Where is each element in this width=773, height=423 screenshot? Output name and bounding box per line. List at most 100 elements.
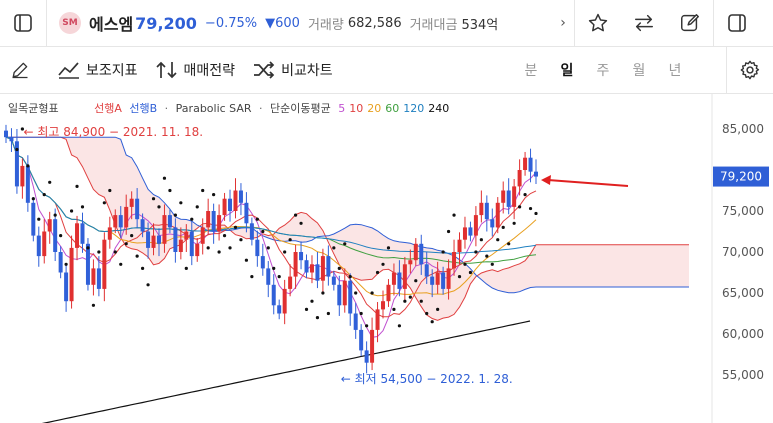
sar-dot [80, 205, 85, 209]
edit-button[interactable] [667, 0, 713, 46]
legend-ma-60: 60 [385, 102, 400, 115]
candle-body [408, 260, 413, 265]
sar-dot [217, 250, 221, 254]
candle-body [206, 211, 211, 228]
candle-body [452, 252, 457, 269]
sar-dot [490, 262, 494, 266]
sar-dot [359, 311, 363, 316]
sar-dot [26, 164, 30, 168]
candle-body [85, 243, 90, 285]
candle-body [331, 276, 336, 285]
volume-value: 682,586 [347, 15, 402, 31]
sar-dot [195, 205, 199, 209]
stock-header: SM 에스엠 79,200 −0.75% ▼600 거래량 682,586 거래… [0, 0, 773, 47]
sar-dot [162, 176, 167, 180]
candle-body [211, 211, 216, 232]
side-panel-icon [728, 14, 746, 32]
sar-dot [436, 307, 440, 311]
candle-body [430, 276, 435, 285]
sar-dot [326, 311, 330, 316]
candle-body [173, 227, 178, 252]
candle-body [446, 268, 451, 289]
candle-body [80, 223, 85, 244]
more-info-button[interactable]: › [552, 15, 574, 31]
period-minute[interactable]: 분 [524, 63, 538, 79]
candle-body [435, 272, 440, 285]
candle-body [397, 272, 402, 289]
sar-dot [173, 213, 177, 217]
stock-name[interactable]: 에스엠 [89, 15, 134, 34]
candle-body [156, 235, 161, 244]
period-day[interactable]: 일 [560, 63, 574, 79]
legend-ma-10: 10 [349, 102, 364, 115]
y-tick-label: 65,000 [722, 286, 764, 300]
sar-dot [135, 254, 139, 258]
sar-dot [414, 279, 418, 283]
sar-dot [528, 206, 533, 211]
sar-dot [102, 201, 106, 205]
candle-body [255, 239, 260, 257]
sar-dot [518, 205, 522, 209]
candle-body [473, 215, 478, 236]
favorite-button[interactable] [575, 0, 621, 46]
sar-dot [381, 262, 385, 266]
low-annotation: ← 최저 54,500 − 2022. 1. 28. [341, 372, 513, 386]
candle-body [386, 284, 391, 302]
strategy-label: 매매전략 [183, 63, 236, 79]
sar-dot [501, 225, 505, 229]
candle-body [146, 231, 151, 248]
candle-body [517, 170, 522, 187]
candle-body [260, 256, 265, 269]
candle-body [195, 243, 200, 257]
candle-body [271, 284, 276, 306]
pencil-icon [12, 62, 28, 79]
candle-body [36, 235, 41, 257]
chart-settings-button[interactable] [726, 47, 773, 93]
candle-body [4, 130, 8, 138]
sar-dot [168, 188, 172, 193]
candle-body [113, 215, 118, 228]
candle-body [304, 260, 309, 273]
candle-body [348, 280, 353, 314]
candle-body [534, 171, 538, 177]
compare-button[interactable]: 비교차트 [253, 60, 333, 80]
candle-body [9, 137, 14, 142]
swap-arrows-icon [635, 14, 653, 32]
candle-body [266, 268, 271, 285]
panel-toggle-button[interactable] [714, 0, 760, 46]
strategy-button[interactable]: 매매전략 [155, 60, 236, 80]
price-chart[interactable]: 55,000 60,000 65,000 70,000 75,000 85,000 79,2… [0, 94, 773, 423]
y-tick-label: 70,000 [722, 245, 764, 259]
candle-body [222, 198, 227, 216]
sar-dot [293, 213, 298, 217]
candle-body [342, 280, 347, 306]
sar-dot [119, 262, 123, 266]
sar-dot [419, 299, 423, 303]
candle-body [25, 165, 30, 203]
sar-dot [304, 307, 309, 311]
span-a-line [6, 136, 689, 321]
candle-body [140, 219, 145, 232]
chevron-right-icon: › [560, 15, 566, 31]
trade-amount-label: 거래대금 [409, 17, 458, 33]
sar-dot [31, 197, 35, 201]
y-tick-label: 85,000 [722, 122, 764, 136]
period-month[interactable]: 월 [632, 63, 646, 79]
period-year[interactable]: 년 [668, 63, 682, 79]
sar-dot [288, 238, 292, 242]
candle-body [528, 157, 533, 172]
period-week[interactable]: 주 [596, 63, 610, 79]
indicators-button[interactable]: 보조지표 [58, 60, 138, 80]
swap-button[interactable] [621, 0, 667, 46]
sar-dot [272, 266, 276, 270]
sar-dot [151, 197, 156, 201]
candle-body [20, 165, 25, 187]
candle-body [293, 252, 298, 277]
candle-body [75, 223, 80, 248]
stock-logo: SM [59, 12, 81, 34]
candle-body [381, 301, 386, 310]
current-price-label: 79,200 [720, 170, 762, 184]
draw-button[interactable] [0, 47, 40, 93]
sar-dot [69, 209, 74, 213]
layout-toggle-button[interactable] [0, 0, 46, 46]
